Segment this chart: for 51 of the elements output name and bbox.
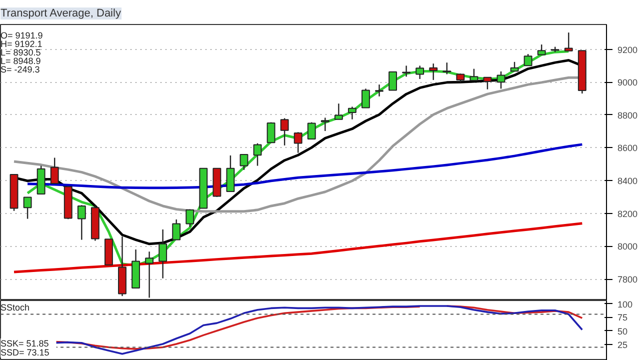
candlestick — [50, 157, 59, 184]
candlestick — [253, 142, 262, 166]
candlestick — [496, 70, 506, 90]
candlestick — [307, 122, 316, 140]
candlestick — [77, 204, 86, 240]
candlestick — [388, 71, 397, 91]
candlestick — [294, 132, 302, 154]
candlestick — [416, 65, 424, 80]
candlestick — [375, 84, 384, 97]
candlestick — [23, 196, 32, 220]
candlestick — [564, 32, 573, 52]
candlestick — [524, 53, 532, 66]
annotation: SSD= 73.15 — [0, 348, 50, 358]
candlestick — [402, 65, 411, 78]
candlestick — [470, 68, 478, 82]
chart-title: Transport Average, Daily — [0, 8, 122, 20]
y-tick-label: 8000 — [618, 242, 638, 252]
candlestick — [226, 154, 235, 192]
annotation: SSK= 51.85 — [0, 338, 49, 348]
annotation: L= 8948.9 — [0, 56, 41, 66]
line-series — [26, 143, 584, 190]
y-tick-label: 100 — [618, 300, 633, 310]
y-tick-label: 50 — [618, 326, 628, 336]
y-tick-label: 75 — [618, 312, 628, 323]
candlestick — [442, 62, 452, 75]
chart-title: SStoch — [0, 302, 30, 312]
y-tick-label: 9000 — [618, 78, 638, 88]
candlestick — [483, 76, 492, 90]
y-tick-label: 25 — [618, 340, 628, 350]
candlestick — [266, 122, 276, 144]
candlestick — [510, 61, 519, 72]
line-series — [12, 222, 584, 274]
candlestick — [429, 62, 438, 81]
candlestick — [334, 102, 343, 120]
y-tick-label: 8800 — [618, 110, 638, 120]
candlestick — [362, 88, 370, 108]
candlestick — [186, 208, 194, 228]
annotation: O= 9191.9 — [0, 30, 43, 40]
candlestick — [320, 117, 330, 132]
annotation: L= 8930.5 — [0, 48, 41, 58]
y-tick-label: 7800 — [618, 274, 638, 285]
y-tick-label: 9200 — [618, 44, 638, 55]
y-tick-label: 8600 — [618, 143, 638, 154]
annotation: H= 9192.1 — [0, 39, 42, 49]
candlestick — [172, 218, 181, 240]
candlestick — [348, 106, 356, 120]
candlestick — [280, 118, 289, 146]
y-tick-label: 8200 — [618, 208, 638, 219]
y-tick-label: 8400 — [618, 176, 638, 186]
annotation: S= -249.3 — [0, 64, 40, 74]
candlestick — [240, 154, 248, 170]
